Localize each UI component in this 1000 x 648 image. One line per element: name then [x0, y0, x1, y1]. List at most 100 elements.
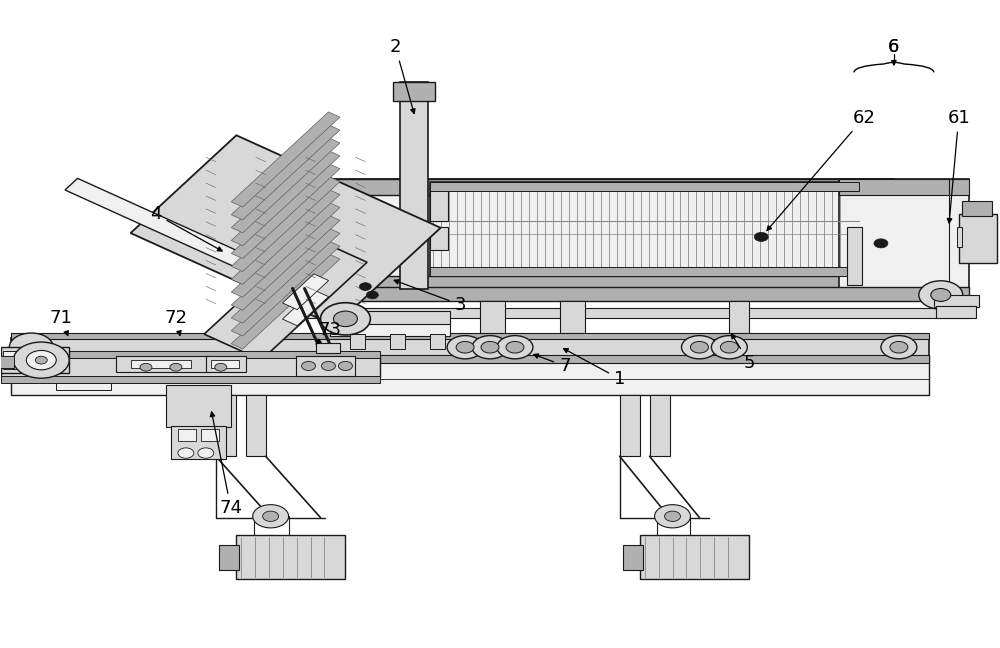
Circle shape	[366, 291, 378, 299]
Bar	[430, 227, 448, 249]
Bar	[306, 179, 894, 195]
Circle shape	[35, 356, 47, 364]
Polygon shape	[282, 274, 329, 310]
Text: 72: 72	[164, 308, 187, 336]
Bar	[316, 343, 340, 353]
Bar	[839, 179, 969, 288]
Polygon shape	[204, 237, 367, 360]
Circle shape	[497, 336, 533, 359]
Bar	[306, 275, 894, 288]
Bar	[131, 360, 191, 368]
Circle shape	[754, 233, 768, 242]
Bar	[962, 202, 992, 216]
Bar	[219, 545, 239, 570]
Circle shape	[506, 341, 524, 353]
Circle shape	[215, 364, 227, 371]
Circle shape	[198, 448, 214, 458]
Bar	[56, 382, 111, 391]
Bar	[430, 266, 859, 275]
Bar	[936, 306, 976, 318]
Bar	[236, 535, 345, 579]
Bar	[550, 334, 595, 343]
Text: 5: 5	[732, 334, 755, 372]
Bar	[430, 182, 859, 275]
Circle shape	[320, 303, 370, 335]
Bar	[430, 334, 445, 349]
Bar	[1, 351, 380, 358]
Polygon shape	[231, 112, 340, 207]
Circle shape	[890, 341, 908, 353]
Circle shape	[253, 505, 289, 528]
Text: 61: 61	[947, 108, 970, 223]
Circle shape	[263, 511, 279, 522]
Circle shape	[665, 511, 680, 522]
Text: 74: 74	[210, 412, 242, 517]
Text: 6: 6	[888, 38, 900, 56]
Text: 7: 7	[534, 354, 571, 375]
Text: 4: 4	[150, 205, 222, 251]
Bar	[246, 395, 266, 456]
Circle shape	[931, 288, 951, 301]
Bar	[171, 426, 226, 459]
Bar	[430, 182, 859, 191]
Bar	[719, 334, 759, 343]
Bar	[729, 301, 749, 337]
Polygon shape	[231, 151, 340, 246]
Bar	[11, 338, 929, 356]
Circle shape	[140, 364, 152, 371]
Circle shape	[711, 336, 747, 359]
Bar	[11, 355, 929, 395]
Circle shape	[456, 341, 474, 353]
Circle shape	[481, 341, 499, 353]
Circle shape	[655, 505, 690, 528]
Polygon shape	[231, 163, 340, 259]
Circle shape	[13, 342, 69, 378]
Bar	[330, 311, 450, 324]
Polygon shape	[231, 138, 340, 233]
Circle shape	[302, 362, 316, 371]
Circle shape	[447, 336, 483, 359]
Circle shape	[690, 341, 708, 353]
Text: 73: 73	[316, 321, 342, 344]
Bar	[11, 355, 929, 363]
Circle shape	[9, 333, 53, 362]
Circle shape	[874, 239, 888, 248]
Bar	[306, 179, 894, 288]
Bar	[1, 376, 380, 384]
Bar	[11, 333, 929, 340]
Polygon shape	[231, 176, 340, 272]
Bar	[116, 356, 211, 373]
Circle shape	[170, 364, 182, 371]
Circle shape	[919, 281, 963, 309]
Bar	[390, 334, 405, 349]
Bar	[178, 428, 196, 441]
Bar	[211, 360, 239, 368]
Bar	[1, 347, 69, 373]
Bar	[640, 535, 749, 579]
Circle shape	[881, 336, 917, 359]
Bar	[650, 395, 670, 456]
Bar	[330, 323, 450, 336]
Polygon shape	[231, 254, 340, 349]
Text: 1: 1	[564, 349, 625, 388]
Bar	[620, 395, 640, 456]
Bar	[216, 395, 236, 456]
Circle shape	[26, 351, 56, 370]
Bar	[201, 428, 219, 441]
Polygon shape	[231, 125, 340, 220]
Circle shape	[338, 362, 352, 371]
Bar	[393, 82, 435, 101]
Bar	[306, 308, 969, 318]
Polygon shape	[282, 290, 329, 326]
Text: 71: 71	[50, 308, 73, 336]
Bar	[957, 227, 962, 247]
Bar	[296, 356, 355, 376]
Bar	[470, 334, 515, 343]
Polygon shape	[131, 135, 441, 325]
Circle shape	[720, 341, 738, 353]
Bar	[480, 301, 505, 337]
Bar	[959, 214, 997, 262]
Polygon shape	[231, 215, 340, 310]
Polygon shape	[65, 178, 282, 283]
Bar	[206, 356, 246, 373]
